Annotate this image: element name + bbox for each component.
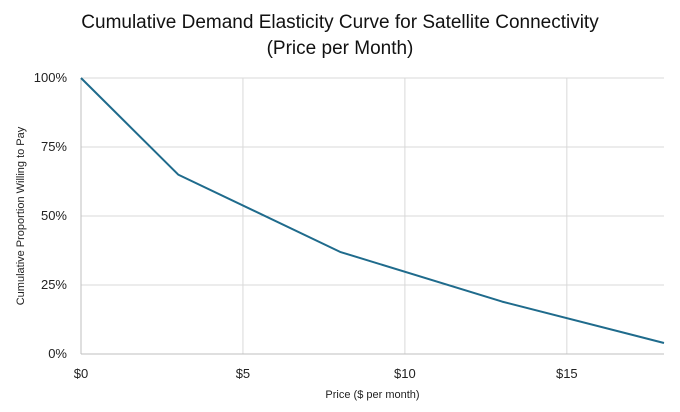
series-line bbox=[80, 77, 665, 344]
x-tick-label: $0 bbox=[74, 366, 88, 381]
y-tick-label: 0% bbox=[48, 346, 67, 361]
data-point bbox=[177, 174, 179, 176]
y-tick-label: 75% bbox=[41, 139, 67, 154]
y-tick-label: 100% bbox=[34, 70, 68, 85]
x-axis-label: Price ($ per month) bbox=[325, 389, 419, 401]
chart-title-line-1: Cumulative Demand Elasticity Curve for S… bbox=[81, 12, 599, 33]
y-tick-label: 25% bbox=[41, 277, 67, 292]
x-tick-label: $5 bbox=[236, 366, 250, 381]
x-tick-label: $10 bbox=[394, 366, 416, 381]
x-tick-label: $15 bbox=[556, 366, 578, 381]
data-point bbox=[339, 251, 341, 253]
data-point bbox=[501, 301, 503, 303]
data-point bbox=[80, 77, 82, 79]
data-point bbox=[663, 342, 665, 344]
y-axis-label: Cumulative Proportion Willing to Pay bbox=[15, 126, 27, 305]
y-tick-label: 50% bbox=[41, 208, 67, 223]
chart-title-line-2: (Price per Month) bbox=[266, 38, 414, 59]
